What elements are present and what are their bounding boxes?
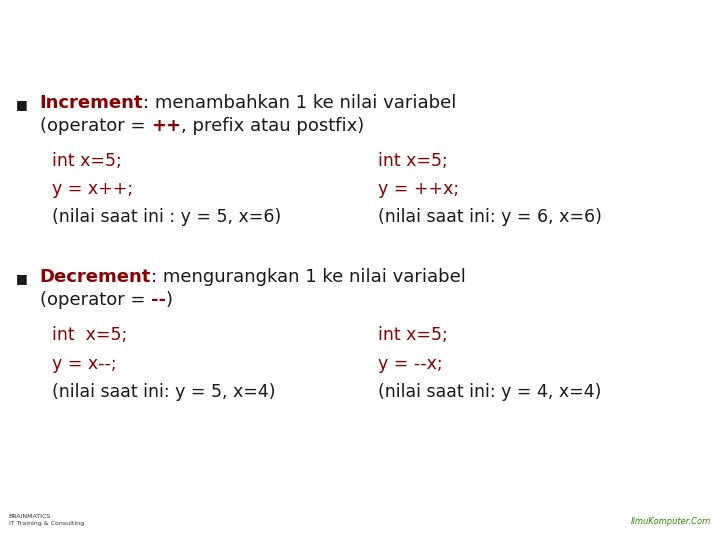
- Text: Decrement: Decrement: [40, 268, 151, 286]
- Text: y = --x;: y = --x;: [378, 355, 443, 373]
- Text: int x=5;: int x=5;: [378, 326, 448, 344]
- Text: (operator =: (operator =: [40, 117, 151, 135]
- Text: int x=5;: int x=5;: [378, 152, 448, 170]
- Text: Increment: Increment: [40, 94, 143, 112]
- Text: (nilai saat ini: y = 5, x=4): (nilai saat ini: y = 5, x=4): [52, 383, 275, 401]
- Text: ++: ++: [151, 117, 181, 135]
- Text: IlmuKomputer.Com: IlmuKomputer.Com: [631, 517, 711, 526]
- Text: y = x--;: y = x--;: [52, 355, 117, 373]
- Text: Increment dan Decrement: Increment dan Decrement: [16, 25, 464, 55]
- Text: y = ++x;: y = ++x;: [378, 180, 459, 198]
- Text: ■: ■: [16, 272, 27, 285]
- Text: y = x++;: y = x++;: [52, 180, 133, 198]
- Text: (nilai saat ini: y = 4, x=4): (nilai saat ini: y = 4, x=4): [378, 383, 601, 401]
- Text: , prefix atau postfix): , prefix atau postfix): [181, 117, 364, 135]
- Text: : menambahkan 1 ke nilai variabel: : menambahkan 1 ke nilai variabel: [143, 94, 456, 112]
- Text: int  x=5;: int x=5;: [52, 326, 127, 344]
- Text: : mengurangkan 1 ke nilai variabel: : mengurangkan 1 ke nilai variabel: [151, 268, 466, 286]
- Text: (nilai saat ini: y = 6, x=6): (nilai saat ini: y = 6, x=6): [378, 208, 602, 226]
- Text: BRAINMATICS
IT Training & Consulting: BRAINMATICS IT Training & Consulting: [9, 515, 84, 526]
- Text: int x=5;: int x=5;: [52, 152, 122, 170]
- Text: --: --: [151, 291, 166, 309]
- Text: ■: ■: [16, 98, 27, 111]
- Text: (nilai saat ini : y = 5, x=6): (nilai saat ini : y = 5, x=6): [52, 208, 281, 226]
- Text: ): ): [166, 291, 173, 309]
- Text: (operator =: (operator =: [40, 291, 151, 309]
